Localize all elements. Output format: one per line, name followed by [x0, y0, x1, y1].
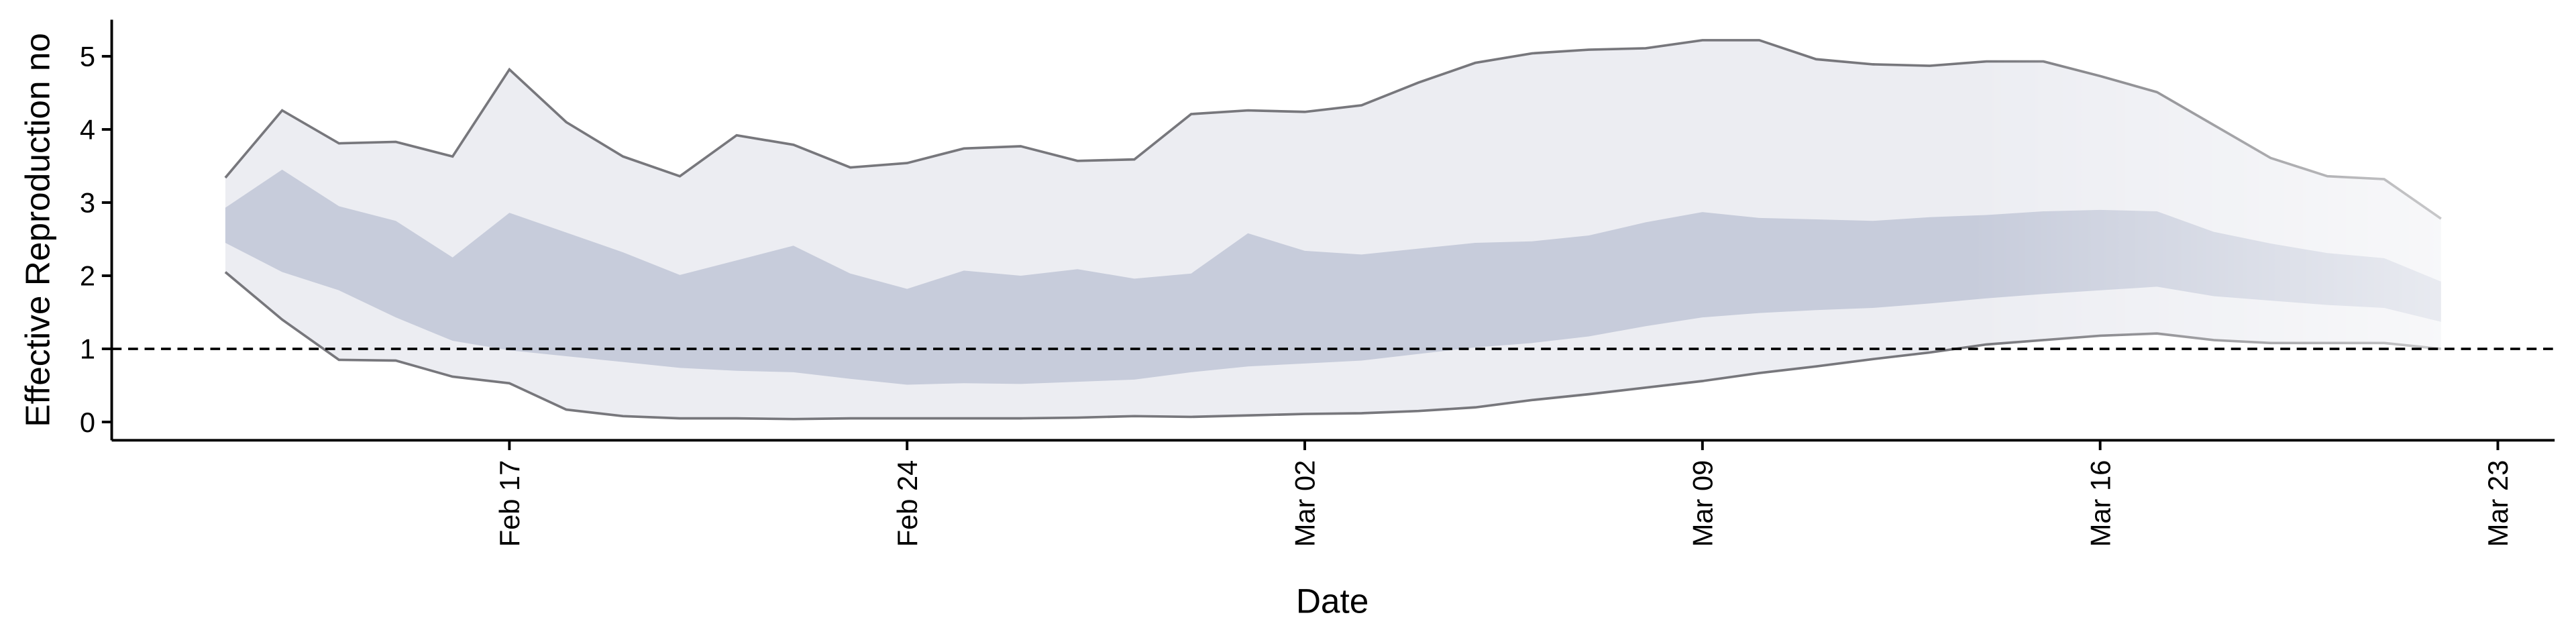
x-tick-label: Feb 24 [892, 460, 923, 547]
y-tick-label: 1 [80, 333, 95, 365]
x-tick-label: Mar 23 [2482, 460, 2514, 547]
x-tick-label: Mar 02 [1289, 460, 1321, 547]
x-axis-label: Date [1296, 581, 1369, 620]
band-edge [224, 271, 2441, 421]
y-tick-label: 3 [80, 187, 95, 219]
y-tick-label: 4 [80, 114, 95, 146]
x-tick-label: Mar 09 [1687, 460, 1719, 547]
y-tick-label: 0 [80, 407, 95, 438]
y-tick-label: 5 [80, 41, 95, 72]
x-tick-label: Feb 17 [494, 460, 525, 547]
band-edge [224, 39, 2442, 220]
interval-band [225, 169, 2441, 385]
x-tick-label: Mar 16 [2084, 460, 2116, 547]
y-tick-label: 2 [80, 260, 95, 292]
y-axis-label: Effective Reproduction no [17, 33, 56, 427]
plot-area [224, 39, 2442, 421]
